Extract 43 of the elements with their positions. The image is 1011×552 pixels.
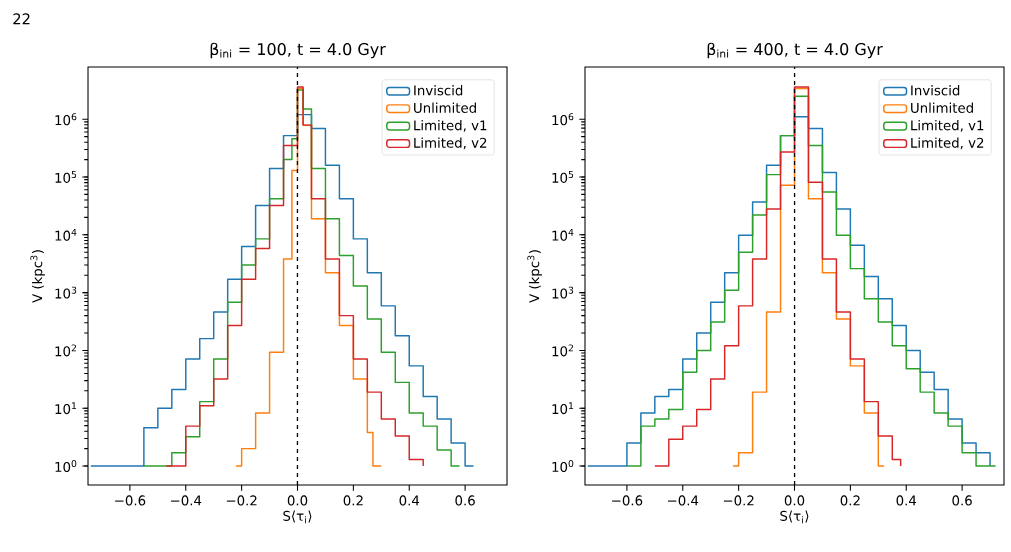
y-tick-label: 10$^{3}$ xyxy=(552,286,574,299)
y-tick-label: 10$^{0}$ xyxy=(55,460,77,473)
x-tick-label: 0.0 xyxy=(784,495,805,506)
y-axis-title: V (kpc$^{3}$) xyxy=(30,250,45,303)
legend-label: Limited, v1 xyxy=(414,120,487,132)
legend-label: Inviscid xyxy=(414,85,463,96)
y-tick-label: 10$^{2}$ xyxy=(55,344,76,357)
legend-label: Limited, v2 xyxy=(414,137,487,150)
y-tick-label: 10$^{1}$ xyxy=(552,402,574,415)
chart-title: β$_{ini}$ = 100, t = 4.0 Gyr xyxy=(210,42,386,59)
y-axis-title: V (kpc$^{3}$) xyxy=(527,250,542,303)
y-tick-label: 10$^{6}$ xyxy=(552,113,574,126)
y-tick-label: 10$^{3}$ xyxy=(55,286,77,299)
x-tick-label: −0.4 xyxy=(668,495,699,506)
x-tick-label: −0.6 xyxy=(115,495,146,506)
x-tick-label: 0.6 xyxy=(455,495,475,506)
y-tick-label: 10$^{2}$ xyxy=(552,344,573,357)
x-tick-label: −0.4 xyxy=(171,495,202,506)
text: 22 xyxy=(13,13,30,25)
x-tick-label: 0.4 xyxy=(896,495,917,506)
legend-label: Inviscid xyxy=(911,85,960,96)
x-tick-label: 0.6 xyxy=(952,495,972,506)
x-tick-label: 0.4 xyxy=(399,495,420,506)
x-tick-label: −0.2 xyxy=(226,495,257,506)
legend-label: Unlimited xyxy=(414,102,476,113)
x-axis-title: S⟨τ$_{i}$⟩ xyxy=(780,510,809,524)
y-tick-label: 10$^{1}$ xyxy=(55,402,77,415)
legend-label: Limited, v1 xyxy=(911,120,984,132)
x-axis-title: S⟨τ$_{i}$⟩ xyxy=(283,510,312,524)
y-tick-label: 10$^{5}$ xyxy=(552,171,574,183)
y-tick-label: 10$^{5}$ xyxy=(55,171,77,183)
x-tick-label: −0.2 xyxy=(723,495,754,506)
legend-label: Limited, v2 xyxy=(911,137,984,150)
y-tick-label: 10$^{4}$ xyxy=(55,228,77,241)
y-tick-label: 10$^{6}$ xyxy=(55,113,77,126)
x-tick-label: 0.2 xyxy=(840,495,860,506)
x-tick-label: 0.0 xyxy=(287,495,308,506)
y-tick-label: 10$^{0}$ xyxy=(552,460,574,473)
x-tick-label: −0.6 xyxy=(612,495,643,506)
legend-label: Unlimited xyxy=(911,102,973,113)
chart-title: β$_{ini}$ = 400, t = 4.0 Gyr xyxy=(707,42,883,59)
x-tick-label: 0.2 xyxy=(343,495,363,506)
y-tick-label: 10$^{4}$ xyxy=(552,228,574,241)
